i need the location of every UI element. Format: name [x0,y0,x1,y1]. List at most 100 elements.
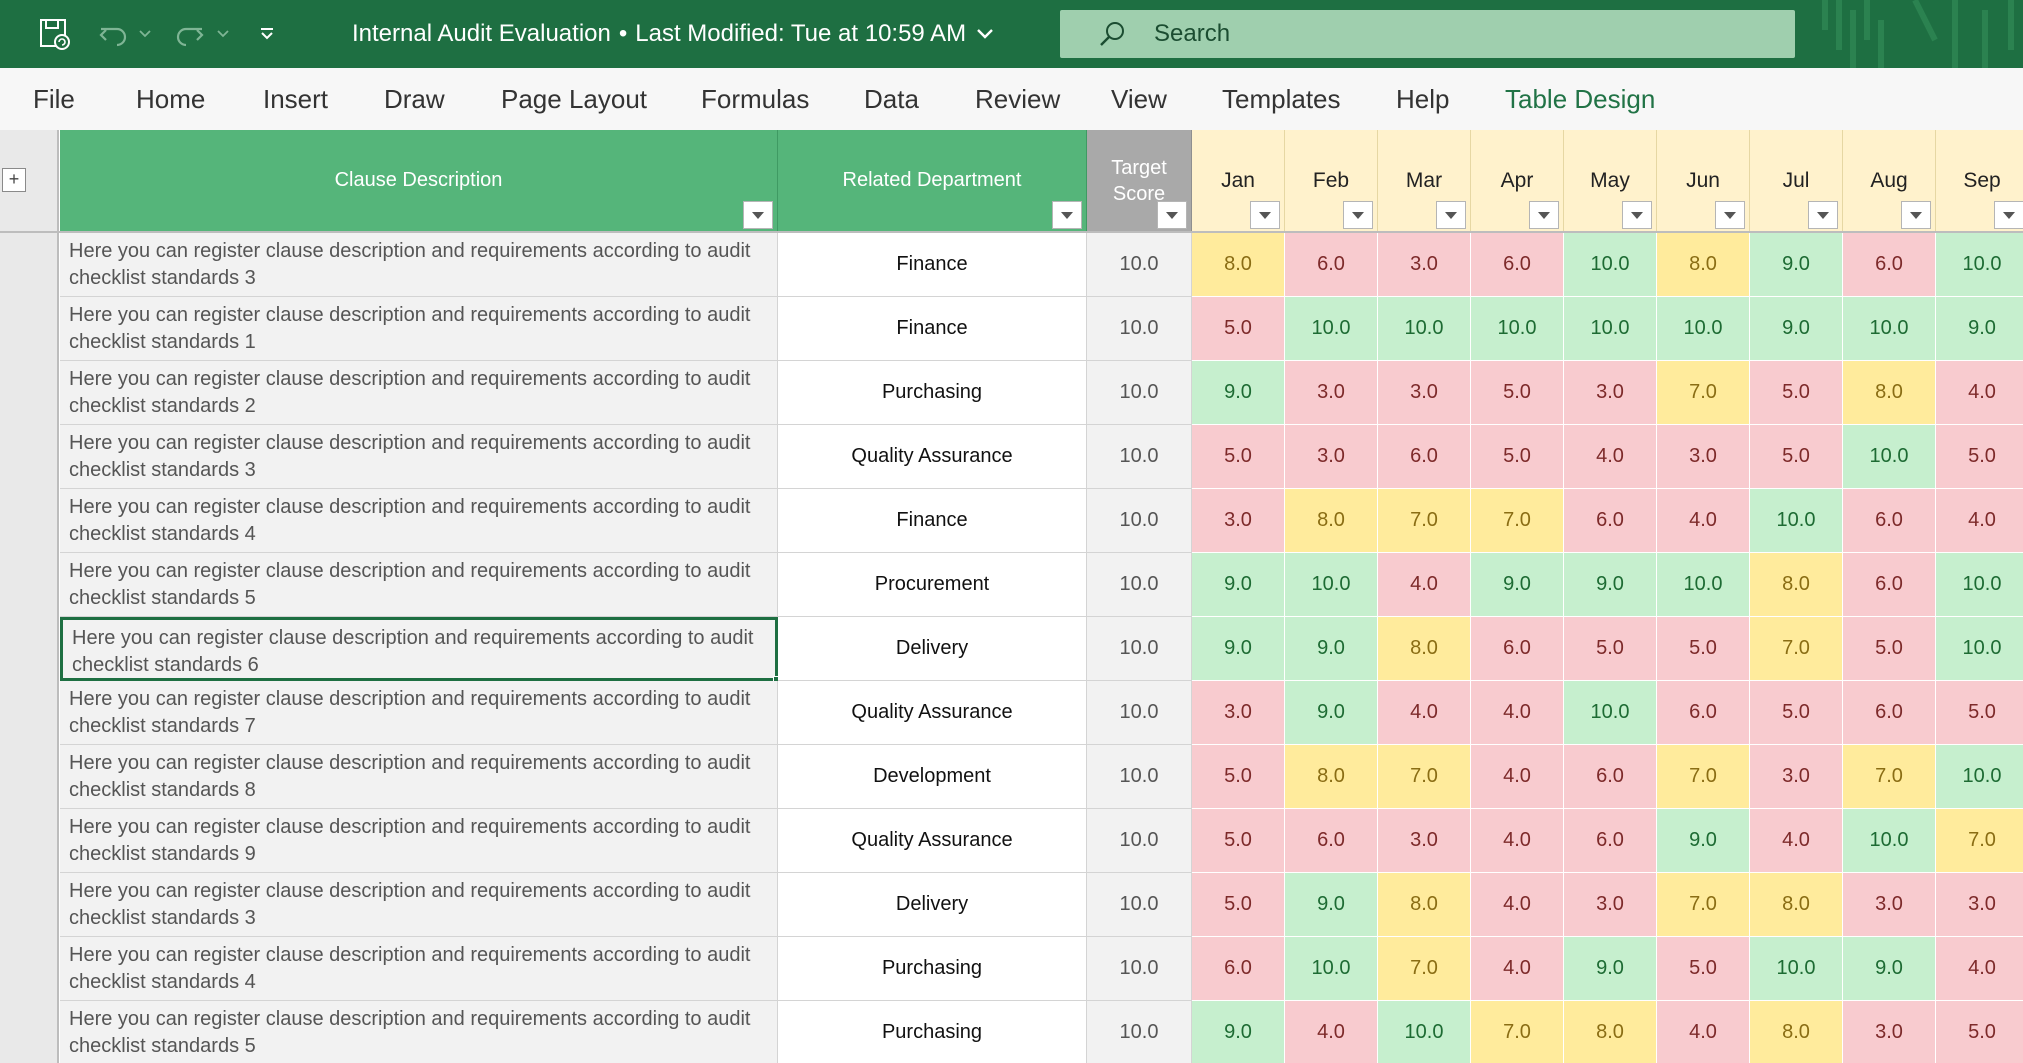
score-cell-jan[interactable]: 9.0 [1192,361,1285,425]
header-month-apr[interactable]: Apr [1471,130,1564,231]
score-cell-feb[interactable]: 10.0 [1285,553,1378,617]
department-cell[interactable]: Delivery [778,873,1087,937]
filter-dropdown-icon[interactable] [1622,201,1652,229]
score-cell-jul[interactable]: 8.0 [1750,1001,1843,1063]
score-cell-may[interactable]: 9.0 [1564,937,1657,1001]
score-cell-jan[interactable]: 5.0 [1192,809,1285,873]
target-score-cell[interactable]: 10.0 [1087,809,1192,873]
score-cell-jul[interactable]: 8.0 [1750,553,1843,617]
menu-draw[interactable]: Draw [384,84,445,114]
score-cell-jan[interactable]: 6.0 [1192,937,1285,1001]
score-cell-mar[interactable]: 7.0 [1378,937,1471,1001]
redo-icon[interactable] [170,0,210,68]
target-score-cell[interactable]: 10.0 [1087,1001,1192,1063]
menu-templates[interactable]: Templates [1222,84,1341,114]
score-cell-sep[interactable]: 5.0 [1936,425,2023,489]
score-cell-apr[interactable]: 9.0 [1471,553,1564,617]
score-cell-jul[interactable]: 3.0 [1750,745,1843,809]
clause-description-cell[interactable]: Here you can register clause description… [60,489,778,553]
score-cell-sep[interactable]: 3.0 [1936,873,2023,937]
score-cell-jun[interactable]: 5.0 [1657,617,1750,681]
menu-file[interactable]: File [33,84,75,114]
score-cell-sep[interactable]: 10.0 [1936,233,2023,297]
score-cell-jan[interactable]: 5.0 [1192,873,1285,937]
score-cell-apr[interactable]: 10.0 [1471,297,1564,361]
score-cell-aug[interactable]: 10.0 [1843,297,1936,361]
clause-description-cell[interactable]: Here you can register clause description… [60,233,778,297]
clause-description-cell[interactable]: Here you can register clause description… [60,553,778,617]
clause-description-cell[interactable]: Here you can register clause description… [60,361,778,425]
target-score-cell[interactable]: 10.0 [1087,297,1192,361]
score-cell-jun[interactable]: 10.0 [1657,297,1750,361]
score-cell-feb[interactable]: 8.0 [1285,489,1378,553]
score-cell-apr[interactable]: 6.0 [1471,233,1564,297]
score-cell-aug[interactable]: 6.0 [1843,553,1936,617]
score-cell-jan[interactable]: 8.0 [1192,233,1285,297]
score-cell-may[interactable]: 5.0 [1564,617,1657,681]
score-cell-feb[interactable]: 9.0 [1285,681,1378,745]
autosave-icon[interactable] [30,0,80,68]
clause-description-cell[interactable]: Here you can register clause description… [60,1001,778,1063]
filter-dropdown-icon[interactable] [1436,201,1466,229]
department-cell[interactable]: Procurement [778,553,1087,617]
score-cell-feb[interactable]: 9.0 [1285,873,1378,937]
department-cell[interactable]: Finance [778,297,1087,361]
score-cell-apr[interactable]: 6.0 [1471,617,1564,681]
target-score-cell[interactable]: 10.0 [1087,745,1192,809]
score-cell-mar[interactable]: 3.0 [1378,361,1471,425]
header-month-jun[interactable]: Jun [1657,130,1750,231]
clause-description-cell[interactable]: Here you can register clause description… [60,425,778,489]
department-cell[interactable]: Quality Assurance [778,681,1087,745]
menu-formulas[interactable]: Formulas [701,84,810,114]
score-cell-jun[interactable]: 5.0 [1657,937,1750,1001]
score-cell-may[interactable]: 10.0 [1564,233,1657,297]
chevron-down-icon[interactable] [976,28,994,40]
target-score-cell[interactable]: 10.0 [1087,937,1192,1001]
redo-dropdown-icon[interactable] [214,0,232,68]
score-cell-apr[interactable]: 4.0 [1471,809,1564,873]
score-cell-sep[interactable]: 9.0 [1936,297,2023,361]
filter-dropdown-icon[interactable] [1250,201,1280,229]
search-box[interactable]: Search [1060,10,1795,58]
score-cell-mar[interactable]: 4.0 [1378,681,1471,745]
score-cell-jul[interactable]: 5.0 [1750,425,1843,489]
department-cell[interactable]: Purchasing [778,361,1087,425]
score-cell-aug[interactable]: 6.0 [1843,489,1936,553]
score-cell-jan[interactable]: 3.0 [1192,681,1285,745]
score-cell-aug[interactable]: 3.0 [1843,873,1936,937]
score-cell-mar[interactable]: 8.0 [1378,617,1471,681]
score-cell-jun[interactable]: 9.0 [1657,809,1750,873]
score-cell-jul[interactable]: 4.0 [1750,809,1843,873]
score-cell-feb[interactable]: 10.0 [1285,937,1378,1001]
score-cell-jul[interactable]: 10.0 [1750,489,1843,553]
score-cell-may[interactable]: 3.0 [1564,361,1657,425]
score-cell-sep[interactable]: 7.0 [1936,809,2023,873]
menu-data[interactable]: Data [864,84,919,114]
score-cell-feb[interactable]: 8.0 [1285,745,1378,809]
header-month-sep[interactable]: Sep [1936,130,2023,231]
header-month-aug[interactable]: Aug [1843,130,1936,231]
target-score-cell[interactable]: 10.0 [1087,873,1192,937]
score-cell-may[interactable]: 9.0 [1564,553,1657,617]
target-score-cell[interactable]: 10.0 [1087,617,1192,681]
score-cell-jun[interactable]: 7.0 [1657,873,1750,937]
score-cell-mar[interactable]: 10.0 [1378,1001,1471,1063]
score-cell-jun[interactable]: 7.0 [1657,745,1750,809]
score-cell-feb[interactable]: 3.0 [1285,425,1378,489]
search-placeholder[interactable]: Search [1154,20,1231,47]
filter-dropdown-icon[interactable] [1052,201,1082,229]
score-cell-feb[interactable]: 6.0 [1285,809,1378,873]
score-cell-sep[interactable]: 10.0 [1936,745,2023,809]
menu-table-design[interactable]: Table Design [1505,84,1656,114]
score-cell-aug[interactable]: 6.0 [1843,233,1936,297]
menu-view[interactable]: View [1111,84,1167,114]
filter-dropdown-icon[interactable] [1715,201,1745,229]
score-cell-aug[interactable]: 7.0 [1843,745,1936,809]
target-score-cell[interactable]: 10.0 [1087,361,1192,425]
score-cell-aug[interactable]: 3.0 [1843,1001,1936,1063]
score-cell-feb[interactable]: 6.0 [1285,233,1378,297]
score-cell-may[interactable]: 6.0 [1564,489,1657,553]
score-cell-sep[interactable]: 4.0 [1936,937,2023,1001]
menu-help[interactable]: Help [1396,84,1450,114]
menu-home[interactable]: Home [136,84,206,114]
